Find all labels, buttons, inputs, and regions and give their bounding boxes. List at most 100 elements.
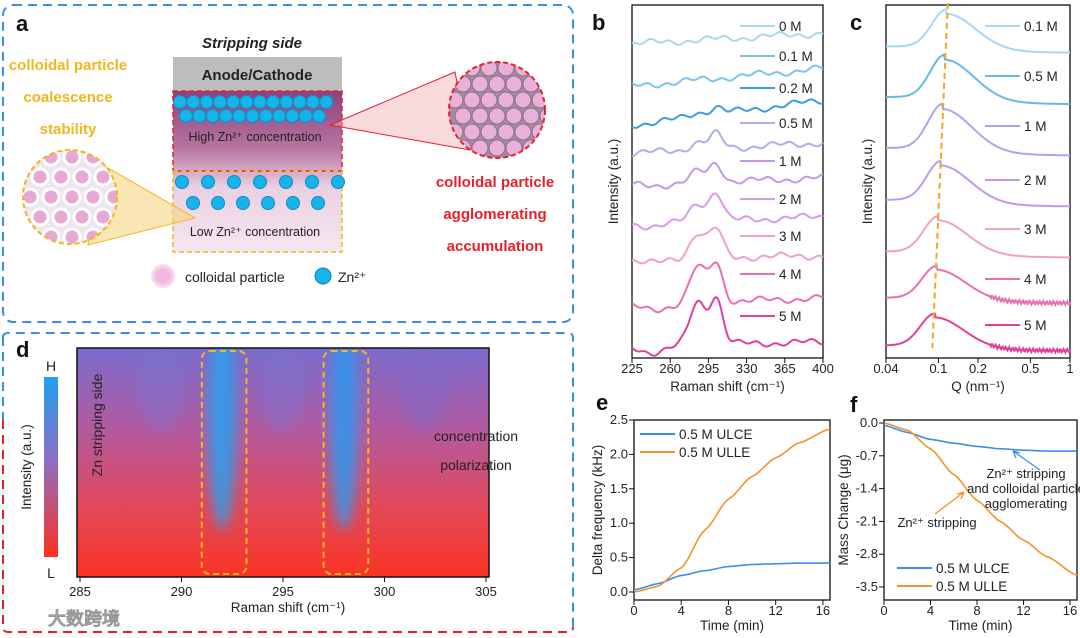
legend-label: 0.5 M ULCE <box>936 561 1010 576</box>
left-zoom-circle <box>22 149 118 245</box>
x-tick-label: 0.04 <box>873 361 898 376</box>
colloidal-particle <box>505 139 523 157</box>
x-tick-label: 8 <box>725 603 732 618</box>
intensity-band <box>399 348 452 430</box>
colloidal-particle <box>505 107 523 125</box>
panel-label-c: c <box>850 10 862 35</box>
plot-frame <box>633 419 831 601</box>
colloidal-particle <box>497 62 515 77</box>
intensity-band <box>137 348 186 430</box>
colloidal-particle <box>471 107 489 125</box>
zn-ion-legend-icon <box>314 267 332 285</box>
legend-label: 0.5 M <box>1024 69 1058 84</box>
legend-label: 0.5 M ULCE <box>679 427 753 442</box>
legend-zn-label: Zn²⁺ <box>338 269 366 285</box>
plot-frame <box>631 4 824 359</box>
colloidal-particle <box>83 187 103 207</box>
annotation-arrow <box>934 491 965 515</box>
y-tick-label: 0.0 <box>610 584 628 599</box>
legend-label: 1 M <box>1024 119 1047 134</box>
y-tick-label: 1.0 <box>610 515 628 530</box>
legend-label: 0.2 M <box>779 81 813 96</box>
colloidal-particle <box>505 75 523 93</box>
colorbar <box>44 377 58 557</box>
zn-ion <box>179 109 193 123</box>
y-tick-label: -2.8 <box>856 546 878 561</box>
zn-stripping-side-label: Zn stripping side <box>89 373 105 476</box>
colloidal-particle <box>531 123 545 141</box>
zn-ion <box>175 175 189 189</box>
zn-ion <box>173 95 187 109</box>
x-tick-label: 1 <box>1066 361 1073 376</box>
panel-label-b: b <box>592 10 605 35</box>
zn-ion <box>311 196 325 210</box>
colloidal-particle <box>471 139 489 157</box>
x-tick-label: 400 <box>812 361 834 376</box>
legend-label: 1 M <box>779 154 802 169</box>
panel-label-d: d <box>16 337 29 362</box>
x-tick-label: 16 <box>816 603 830 618</box>
right-text-3: accumulation <box>447 238 544 255</box>
legend-label: 0.5 M ULLE <box>679 445 750 460</box>
legend-particle-label: colloidal particle <box>185 269 285 285</box>
series-line-4-m <box>886 264 1071 308</box>
zn-ion <box>218 109 233 123</box>
zn-ion <box>285 109 300 123</box>
right-callout <box>328 71 471 151</box>
x-tick-label: 365 <box>774 361 796 376</box>
x-tick-label: 285 <box>69 584 91 599</box>
x-tick-label: 260 <box>659 361 681 376</box>
y-tick-label: 1.5 <box>610 481 628 496</box>
colloidal-particle <box>62 227 82 244</box>
zn-ion <box>211 196 225 210</box>
series-line-0-5-m-ulce <box>633 562 830 591</box>
high-conc-label: High Zn²⁺ concentration <box>188 130 321 144</box>
x-tick-label: 300 <box>374 584 396 599</box>
colloidal-particle <box>480 91 498 109</box>
legend-label: 3 M <box>779 229 802 244</box>
zn-ion <box>279 175 293 189</box>
heatmap <box>77 348 489 577</box>
legend-label: 0.1 M <box>779 49 813 64</box>
series-line-2-m <box>886 159 1070 208</box>
colloidal-particle <box>488 75 506 93</box>
colloidal-particle <box>93 167 113 187</box>
colloidal-particle <box>497 91 515 109</box>
y-tick-label: -2.1 <box>856 513 878 528</box>
x-tick-label: 0 <box>880 603 887 618</box>
plot-frame <box>883 419 1078 601</box>
stripping-side-title: Stripping side <box>202 35 302 52</box>
highlight-band-box <box>200 350 248 575</box>
x-tick-label: 295 <box>272 584 294 599</box>
zn-ion-dots <box>173 95 345 210</box>
colloidal-particle <box>497 123 515 141</box>
legend-label: 2 M <box>1024 173 1047 188</box>
x-tick-label: 8 <box>973 603 980 618</box>
zn-ion <box>279 95 294 109</box>
y-tick-label: -3.5 <box>856 579 878 594</box>
zn-ion <box>186 95 201 109</box>
legend-label: 2 M <box>779 192 802 207</box>
x-axis-label: Q (nm⁻¹) <box>951 379 1005 394</box>
zn-ion <box>258 109 273 123</box>
x-axis-label: Time (min) <box>700 618 764 633</box>
x-tick-label: 305 <box>475 584 497 599</box>
colloidal-particle <box>62 150 82 167</box>
x-tick-label: 12 <box>768 603 782 618</box>
annotation-blue: Zn²⁺ stripping <box>986 466 1065 481</box>
x-tick-label: 4 <box>927 603 934 618</box>
colloidal-particle <box>488 139 506 157</box>
panel-label-a: a <box>16 11 29 36</box>
intensity-band <box>329 348 358 530</box>
colloidal-particle <box>539 139 545 157</box>
panel-d-frame-top <box>2 332 574 627</box>
series-line-2-m <box>631 192 824 231</box>
zn-ion <box>245 109 260 123</box>
colloidal-particle <box>480 123 498 141</box>
zn-ion <box>286 196 300 210</box>
series-line-0-5-m-ulle <box>883 422 1078 577</box>
series-line-3-m <box>886 215 1070 259</box>
colorbar-low: L <box>47 565 55 581</box>
low-conc-label: Low Zn²⁺ concentration <box>190 225 320 239</box>
